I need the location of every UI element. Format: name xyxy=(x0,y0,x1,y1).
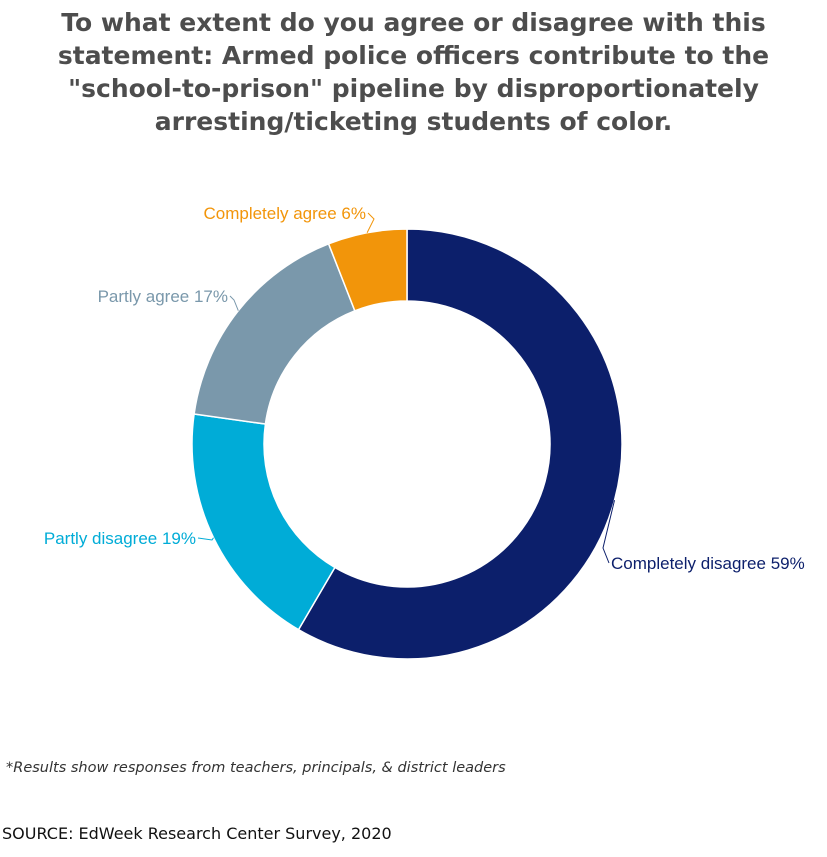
label-leader-lines xyxy=(197,212,616,564)
slice-label: Completely disagree 59% xyxy=(611,554,805,573)
leader-line xyxy=(229,295,239,311)
donut-slice-partly-disagree xyxy=(191,413,336,631)
footnote: *Results show responses from teachers, p… xyxy=(6,760,506,776)
leader-line xyxy=(602,500,616,564)
chart-title: To what extent do you agree or disagree … xyxy=(57,8,770,136)
donut-slices xyxy=(191,228,623,660)
donut-slice-completely-agree xyxy=(327,228,408,312)
leader-line xyxy=(366,212,375,233)
donut-slice-partly-agree xyxy=(193,242,356,425)
donut-chart: Completely disagree 59% Partly disagree 1… xyxy=(44,204,805,660)
source-note: SOURCE: EdWeek Research Center Survey, 2… xyxy=(2,824,392,843)
slice-label: Partly agree 17% xyxy=(98,287,228,306)
leader-line xyxy=(197,537,214,541)
donut-slice-completely-disagree xyxy=(297,228,623,660)
slice-label: Partly disagree 19% xyxy=(44,529,196,548)
slice-label: Completely agree 6% xyxy=(203,204,366,223)
slice-labels: Completely disagree 59% Partly disagree 1… xyxy=(44,204,805,573)
